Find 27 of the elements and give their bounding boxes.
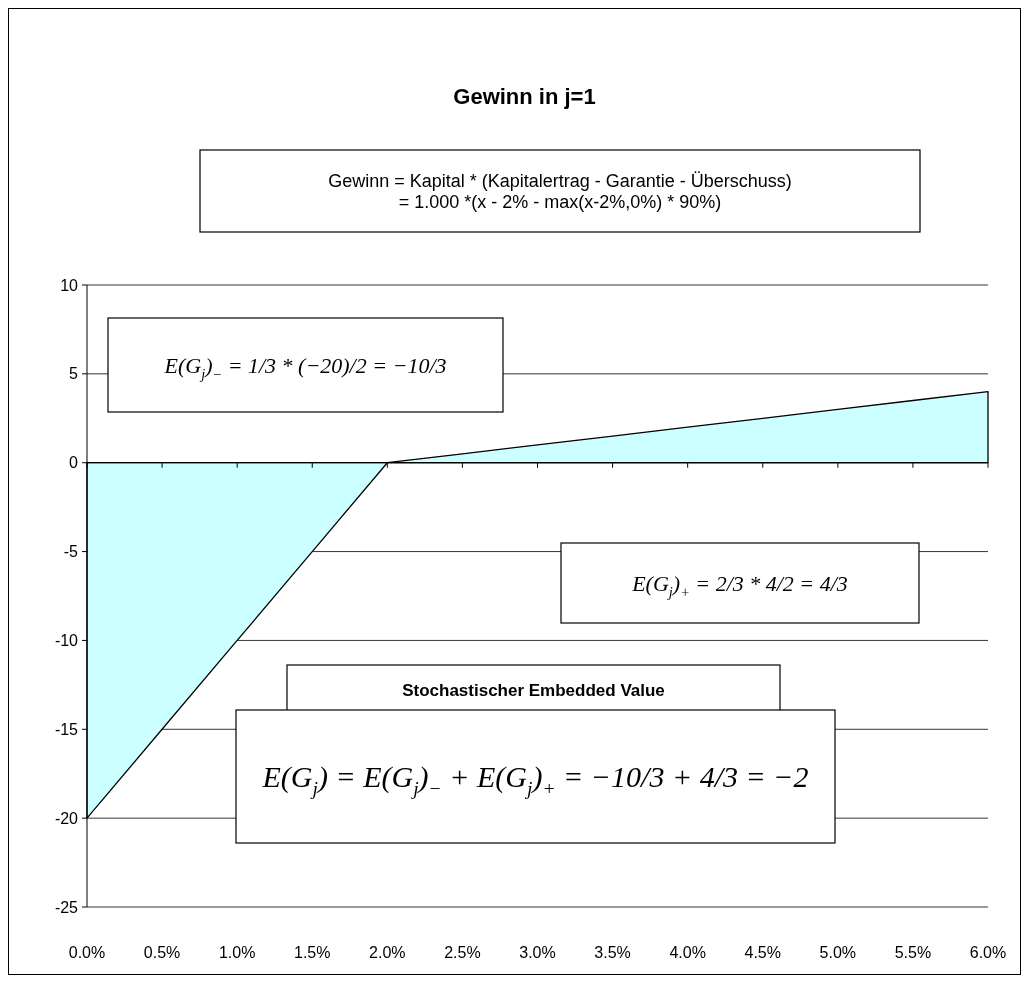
x-tick-label: 4.0% (669, 944, 706, 961)
annotation: Stochastischer Embedded Value (402, 680, 665, 700)
x-tick-label: 5.5% (894, 944, 932, 961)
annotation: E(G$_{j}$)$_{+}$ = 2/3 * 4/2 = 4/3 (631, 570, 848, 600)
y-tick-label: 10 (60, 276, 79, 294)
x-tick-label: 1.0% (218, 944, 256, 961)
x-tick-label: 0.5% (143, 944, 181, 961)
x-tick-label: 2.5% (444, 944, 481, 961)
y-tick-label: -15 (54, 720, 79, 738)
y-tick-label: -25 (54, 898, 79, 916)
y-tick-label: 0 (69, 454, 79, 472)
x-tick-label: 1.5% (294, 944, 331, 961)
x-tick-label: 3.0% (519, 944, 556, 961)
y-tick-label: -10 (54, 632, 79, 650)
x-tick-label: 6.0% (969, 944, 1007, 961)
text: Gewinn = Kapital * (Kapitalertrag - Garantie - Überschuss) = 1.000 *(x - 2% - max(x-2%,0%) * 90%) (328, 170, 792, 213)
x-tick-label: 3.5% (594, 944, 631, 961)
chart-title: Gewinn in j=1 (453, 84, 596, 109)
annotation: E(G$_{j}$)$_{−}$ = 1/3 * (−20)/2 = −10/3 (163, 352, 447, 382)
x-tick-label: 2.0% (369, 944, 406, 961)
x-tick-label: 4.5% (744, 944, 781, 961)
text: E(G$_{j}$) = E(G$_{j}$)$_{−}$ + E(G$_{j}$)$_{+}$ = −10/3 + 4/3 = −2 (262, 760, 809, 799)
x-tick-label: 5.0% (819, 944, 857, 961)
y-tick-label: -20 (54, 809, 79, 827)
y-tick-label: -5 (63, 543, 79, 561)
y-tick-label: 5 (69, 365, 79, 383)
x-tick-label: 0.0% (68, 944, 106, 961)
